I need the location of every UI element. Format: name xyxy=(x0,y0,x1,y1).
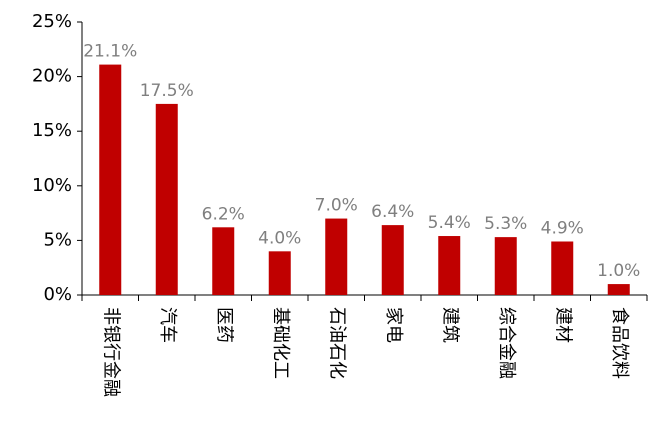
x-tick-label: 汽车 xyxy=(157,307,178,343)
value-label: 5.4% xyxy=(428,213,471,233)
value-label: 7.0% xyxy=(315,196,358,216)
x-tick-label: 综合金融 xyxy=(496,307,517,379)
value-label: 6.2% xyxy=(202,204,245,224)
y-tick-label: 5% xyxy=(43,229,72,250)
x-tick-label: 家电 xyxy=(383,307,404,343)
value-label: 5.3% xyxy=(484,214,527,234)
value-label: 1.0% xyxy=(597,261,640,281)
value-label: 17.5% xyxy=(140,81,194,101)
y-tick-label: 15% xyxy=(32,120,72,141)
bar xyxy=(155,103,178,296)
bar xyxy=(268,251,291,295)
y-tick-label: 10% xyxy=(32,175,72,196)
x-tick-label: 建筑 xyxy=(439,307,460,343)
bar xyxy=(494,237,517,295)
x-tick-label: 食品饮料 xyxy=(609,307,630,379)
y-tick-label: 20% xyxy=(32,66,72,87)
x-tick-label: 基础化工 xyxy=(270,307,291,379)
x-tick-label: 医药 xyxy=(213,307,234,343)
x-tick-label: 建材 xyxy=(552,307,573,343)
value-label: 4.9% xyxy=(541,218,584,238)
bar xyxy=(551,241,574,295)
x-tick-label: 非银行金融 xyxy=(100,307,121,397)
value-label: 4.0% xyxy=(258,228,301,248)
value-label: 21.1% xyxy=(83,42,137,62)
bar xyxy=(212,227,235,295)
value-label: 6.4% xyxy=(371,202,414,222)
bar xyxy=(438,236,461,295)
bar xyxy=(99,64,122,295)
y-tick-label: 0% xyxy=(43,284,72,305)
bar xyxy=(607,284,630,295)
x-tick-label: 石油石化 xyxy=(326,307,347,379)
bar xyxy=(381,225,404,295)
bar xyxy=(325,218,348,295)
y-tick-label: 25% xyxy=(32,11,72,32)
